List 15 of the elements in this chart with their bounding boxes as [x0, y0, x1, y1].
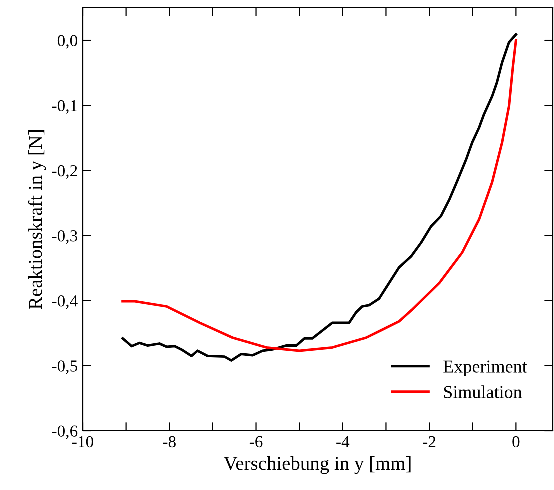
x-tick-label: -6	[250, 436, 263, 448]
y-axis-title: Reaktionskraft in y [N]	[28, 130, 46, 310]
y-tick-label: -0,5	[52, 360, 78, 374]
y-tick-label: 0,0	[58, 35, 78, 49]
x-tick-label: -8	[163, 436, 176, 448]
y-tick-label: -0,4	[52, 296, 78, 310]
x-tick-label: -2	[423, 436, 436, 448]
y-tick-label: -0,1	[52, 100, 78, 114]
legend-label: Simulation	[444, 386, 522, 398]
x-tick-label: 0	[512, 436, 520, 448]
legend-label: Experiment	[444, 360, 528, 377]
x-tick-label: -4	[336, 436, 350, 448]
x-axis-title: Verschiebung in y [mm]	[224, 456, 411, 474]
y-tick-label: -0,3	[52, 230, 78, 244]
y-tick-label: -0,2	[52, 165, 78, 180]
